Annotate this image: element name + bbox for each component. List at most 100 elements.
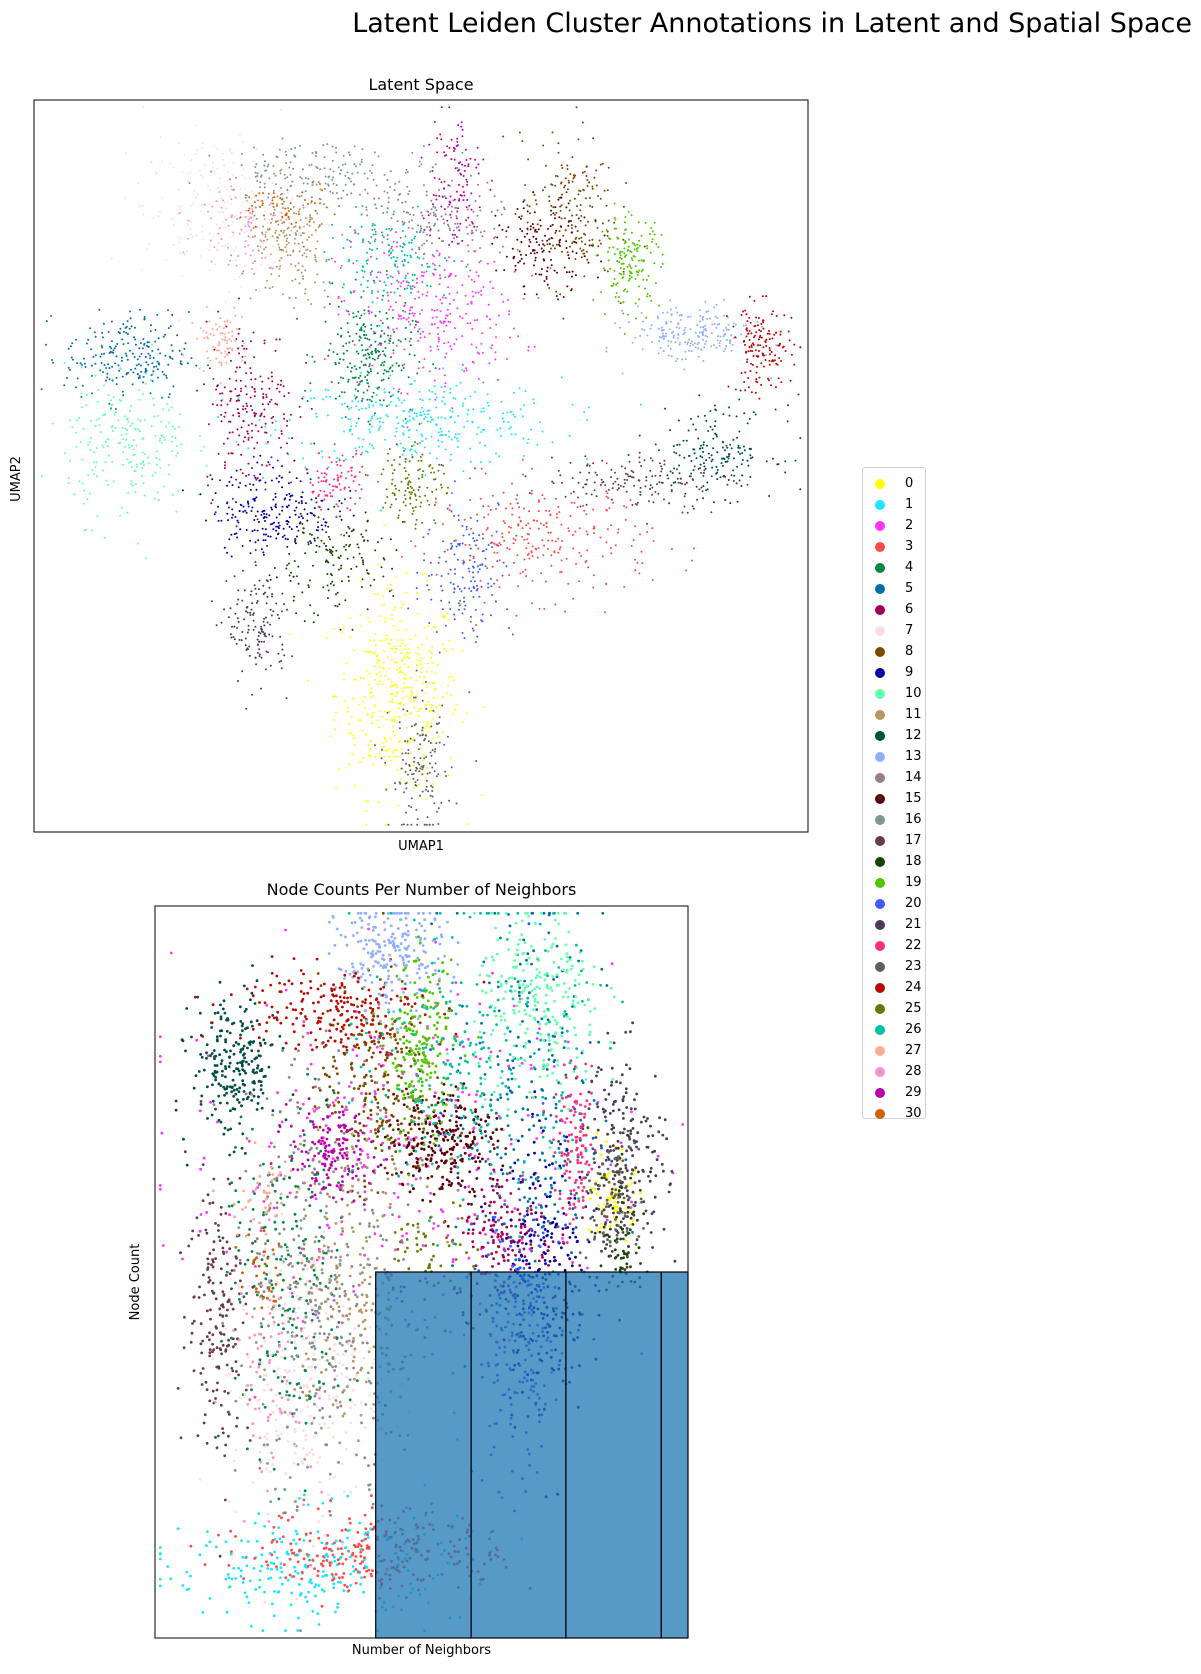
latent-x-label: UMAP1: [398, 839, 444, 854]
cluster-legend: 0 1 2 3 4 5 6 7 8 9 10 11 12 13 14 15 16 17 18 19 20 21 22 23 24…: [862, 467, 926, 1121]
histogram-bar-3: [660, 1271, 689, 1639]
legend-item-7: 7: [863, 621, 925, 642]
legend-label: 13: [905, 749, 922, 764]
cluster-11-points: [230, 148, 344, 309]
cluster-7-points: [110, 106, 330, 321]
legend-item-17: 17: [863, 831, 925, 852]
legend-marker: [875, 794, 885, 804]
legend-item-5: 5: [863, 579, 925, 600]
legend-item-18: 18: [863, 852, 925, 873]
cluster-22-points: [542, 1059, 604, 1264]
legend-label: 27: [905, 1043, 922, 1058]
cluster-8-points: [311, 911, 463, 1202]
cluster-23-points: [374, 651, 478, 826]
legend-label: 12: [905, 728, 922, 743]
latent-panel-title: Latent Space: [368, 75, 474, 94]
legend-label: 2: [905, 518, 914, 533]
legend-item-29: 29: [863, 1083, 925, 1104]
legend-marker: [875, 731, 885, 741]
figure-title: Latent Leiden Cluster Annotations in Lat…: [352, 8, 1192, 39]
neighbor-histogram: [375, 1271, 689, 1639]
cluster-4-points: [296, 270, 437, 426]
legend-marker: [875, 689, 885, 699]
cluster-16-points: [188, 137, 464, 214]
histogram-bar-1: [470, 1271, 567, 1639]
legend-marker: [875, 668, 885, 678]
legend-item-4: 4: [863, 558, 925, 579]
legend-label: 22: [905, 938, 922, 953]
legend-item-13: 13: [863, 747, 925, 768]
legend-label: 19: [905, 875, 922, 890]
legend-label: 16: [905, 812, 922, 827]
cluster-26-points: [295, 203, 468, 327]
cluster-13-points: [605, 298, 802, 380]
cluster-8-points: [514, 106, 646, 320]
legend-marker: [875, 899, 885, 909]
legend-item-24: 24: [863, 978, 925, 999]
legend-item-16: 16: [863, 810, 925, 831]
legend-marker: [875, 878, 885, 888]
legend-label: 21: [905, 917, 922, 932]
legend-item-2: 2: [863, 516, 925, 537]
legend-item-15: 15: [863, 789, 925, 810]
legend-label: 8: [905, 644, 914, 659]
legend-label: 30: [905, 1106, 922, 1121]
cluster-27-points: [211, 1141, 301, 1236]
cluster-27-points: [182, 306, 247, 385]
legend-marker: [875, 1025, 885, 1035]
legend-item-28: 28: [863, 1062, 925, 1083]
cluster-2-points: [158, 927, 685, 1399]
legend-item-23: 23: [863, 957, 925, 978]
latent-scatter: [40, 106, 802, 826]
legend-label: 29: [905, 1085, 922, 1100]
legend-label: 17: [905, 833, 922, 848]
cluster-29-points: [420, 106, 505, 246]
cluster-12-points: [174, 964, 328, 1180]
legend-item-9: 9: [863, 663, 925, 684]
cluster-3-points: [340, 458, 695, 627]
legend-item-19: 19: [863, 873, 925, 894]
legend-marker: [875, 1004, 885, 1014]
legend-marker: [875, 542, 885, 552]
legend-item-22: 22: [863, 936, 925, 957]
legend-marker: [875, 752, 885, 762]
legend-item-3: 3: [863, 537, 925, 558]
legend-item-20: 20: [863, 894, 925, 915]
cluster-18-points: [593, 1133, 652, 1322]
spatial-axes-frame: [154, 905, 689, 1639]
legend-item-21: 21: [863, 915, 925, 936]
cluster-10-points: [40, 343, 208, 560]
legend-label: 20: [905, 896, 922, 911]
legend-marker: [875, 1046, 885, 1056]
cluster-10-points: [446, 911, 616, 1170]
cluster-14-points: [340, 163, 529, 287]
cluster-12-points: [627, 389, 802, 505]
legend-label: 15: [905, 791, 922, 806]
legend-marker: [875, 626, 885, 636]
legend-item-8: 8: [863, 642, 925, 663]
legend-label: 28: [905, 1064, 922, 1079]
cluster-0-points: [289, 524, 485, 826]
legend-item-11: 11: [863, 705, 925, 726]
cluster-30-points: [234, 1229, 281, 1310]
cluster-25-points: [364, 423, 449, 530]
cluster-15-points: [377, 1050, 508, 1228]
legend-marker: [875, 647, 885, 657]
latent-axes-frame: [33, 99, 809, 833]
cluster-19-points: [591, 202, 664, 335]
legend-label: 11: [905, 707, 922, 722]
cluster-30-points: [239, 181, 341, 251]
legend-marker: [875, 920, 885, 930]
legend-marker: [875, 500, 885, 510]
histogram-bar-2: [565, 1271, 662, 1639]
legend-label: 1: [905, 497, 914, 512]
legend-label: 5: [905, 581, 914, 596]
cluster-21-points: [557, 1021, 677, 1269]
cluster-24-points: [193, 955, 486, 1055]
legend-marker: [875, 941, 885, 951]
cluster-17-points: [176, 1100, 255, 1558]
legend-marker: [875, 815, 885, 825]
cluster-16-points: [221, 1092, 420, 1633]
cluster-21-points: [210, 549, 298, 710]
